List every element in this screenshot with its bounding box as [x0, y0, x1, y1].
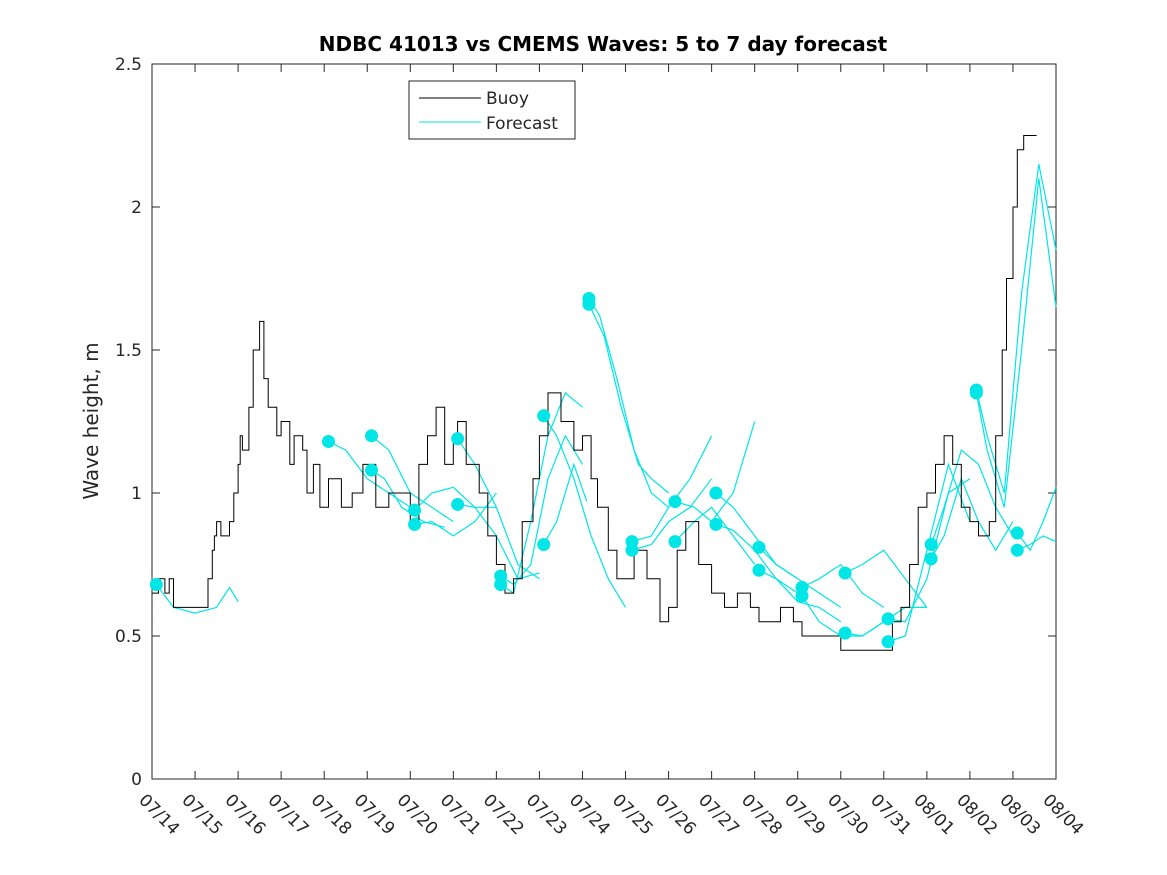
x-tick-label: 07/29 [780, 790, 829, 839]
forecast-run-line [758, 546, 842, 608]
y-tick-label: 2 [131, 198, 142, 218]
forecast-start-marker [881, 635, 895, 649]
forecast-start-marker [752, 563, 766, 577]
x-tick-label: 07/20 [393, 790, 442, 839]
x-tick-label: 07/31 [866, 790, 915, 839]
forecast-start-marker [838, 566, 852, 580]
forecast-start-marker [408, 503, 422, 517]
forecast-start-marker [752, 540, 766, 554]
x-tick-label: 07/27 [694, 790, 743, 839]
forecast-start-marker [321, 435, 335, 449]
forecast-start-marker [795, 589, 809, 603]
forecast-run-line [543, 462, 588, 545]
x-tick-label: 07/16 [221, 790, 270, 839]
forecast-run-line [588, 298, 669, 508]
forecast-start-marker [668, 495, 682, 509]
x-tick-label: 07/17 [264, 790, 313, 839]
forecast-run-line [457, 438, 540, 580]
forecast-run-line [1017, 535, 1057, 551]
forecast-start-marker [881, 612, 895, 626]
x-tick-label: 07/30 [823, 790, 872, 839]
buoy-line [152, 135, 1037, 651]
forecast-start-marker [537, 409, 551, 423]
forecast-start-marker [451, 432, 465, 446]
forecast-start-marker [365, 429, 379, 443]
forecast-run-line [930, 449, 1014, 545]
x-tick-label: 07/23 [522, 790, 571, 839]
x-tick-label: 08/01 [909, 790, 958, 839]
x-tick-label: 07/21 [436, 790, 485, 839]
x-tick-label: 07/24 [565, 790, 614, 839]
forecast-start-marker [1010, 526, 1024, 540]
y-axis: 0 0.5 1 1.5 2 2.5 [115, 55, 1056, 790]
forecast-run-line [500, 434, 584, 586]
forecast-start-marker [709, 517, 723, 531]
forecast-start-marker [838, 626, 852, 640]
forecast-run-line [543, 415, 627, 608]
forecast-run-line [371, 469, 445, 528]
forecast-run-line [975, 163, 1057, 494]
forecast-run-line [887, 462, 971, 643]
forecast-run-line [888, 478, 971, 623]
forecast-run-line [674, 506, 756, 565]
x-tick-label: 08/02 [952, 790, 1001, 839]
forecast-run-line [801, 563, 885, 608]
forecast-start-marker [924, 537, 938, 551]
x-tick-label: 07/22 [479, 790, 528, 839]
forecast-start-marker [924, 552, 938, 566]
legend-forecast-label: Forecast [486, 114, 558, 134]
forecast-run-line [631, 435, 713, 543]
forecast-start-marker [709, 486, 723, 500]
buoy-series [152, 135, 1037, 651]
x-tick-label: 07/14 [134, 790, 183, 839]
forecast-start-marker [365, 463, 379, 477]
x-tick-label: 08/04 [1038, 790, 1087, 839]
x-tick-label: 07/26 [651, 790, 700, 839]
forecast-run-line [758, 569, 842, 623]
legend: Buoy Forecast [408, 80, 576, 140]
legend-box [408, 80, 576, 140]
forecast-series [155, 163, 1057, 643]
forecast-start-marker [537, 537, 551, 551]
forecast-start-marker [408, 517, 422, 531]
x-tick-label: 07/25 [608, 790, 657, 839]
forecast-run-line [930, 476, 1014, 560]
forecast-run-line [975, 178, 1057, 508]
forecast-run-line [588, 303, 669, 494]
forecast-start-marker [969, 386, 983, 400]
plot-area [151, 63, 1057, 780]
x-tick-label: 07/15 [178, 790, 227, 839]
forecast-start-marker [149, 578, 163, 592]
x-tick-label: 07/19 [350, 790, 399, 839]
forecast-run-line [1016, 487, 1057, 552]
y-tick-label: 0.5 [115, 627, 142, 647]
forecast-run-line [414, 492, 497, 537]
y-tick-label: 2.5 [115, 55, 142, 75]
forecast-run-line [155, 584, 239, 614]
y-tick-label: 1 [131, 484, 142, 504]
legend-buoy-label: Buoy [486, 89, 529, 109]
x-tick-label: 07/28 [737, 790, 786, 839]
forecast-start-marker [625, 543, 639, 557]
y-axis-label: Wave height, m [79, 342, 103, 499]
forecast-run-line [631, 478, 713, 551]
forecast-start-marker [582, 297, 596, 311]
x-tick-label: 08/03 [995, 790, 1044, 839]
forecast-run-line [844, 549, 928, 608]
forecast-run-line [414, 486, 497, 511]
y-tick-label: 1.5 [115, 341, 142, 361]
chart-title: NDBC 41013 vs CMEMS Waves: 5 to 7 day fo… [319, 32, 888, 56]
forecast-markers [149, 292, 1024, 649]
y-tick-label: 0 [131, 770, 142, 790]
forecast-start-marker [1010, 543, 1024, 557]
forecast-start-marker [494, 578, 508, 592]
x-tick-label: 07/18 [307, 790, 356, 839]
forecast-start-marker [668, 535, 682, 549]
forecast-start-marker [451, 497, 465, 511]
